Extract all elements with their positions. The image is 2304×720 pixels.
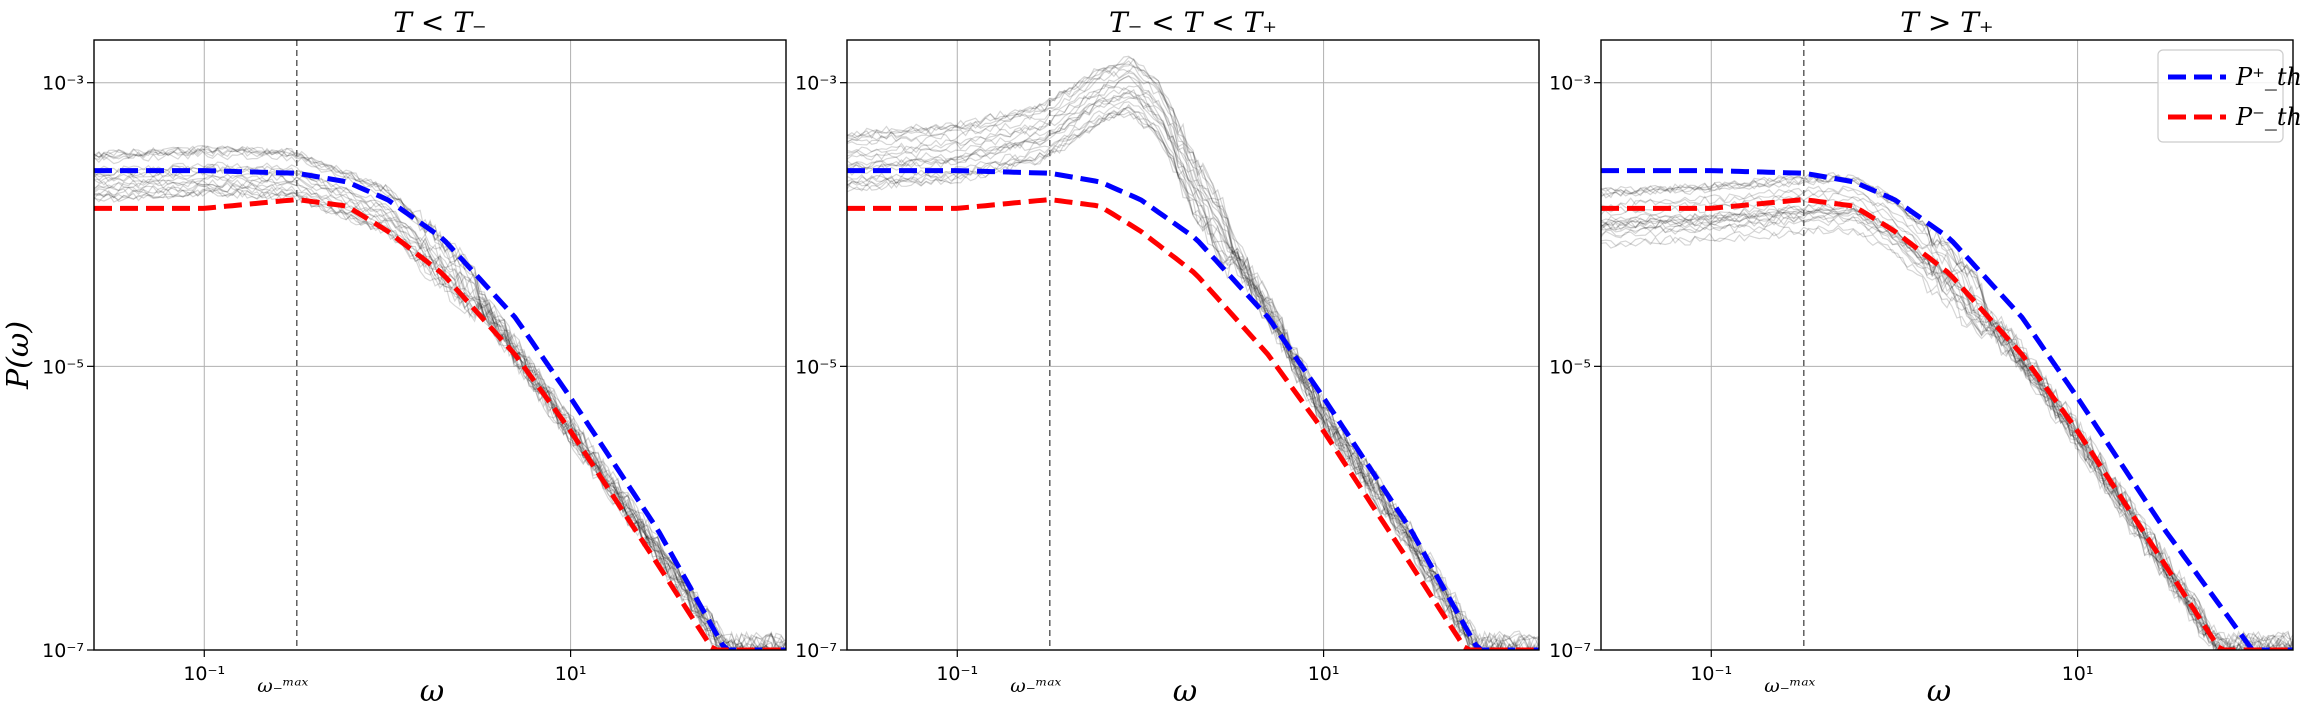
simulation-trace <box>94 147 786 647</box>
simulation-trace <box>847 95 1532 650</box>
simulation-trace <box>94 161 786 650</box>
panel-2: 10⁻¹ 10¹ 10⁻⁷ 10⁻⁵ 10⁻³ ω₋ᵐᵃˣ T₋ < T < T₊ ω <box>795 6 1540 709</box>
simulation-trace <box>94 166 786 650</box>
simulation-trace <box>94 188 773 650</box>
y-tick-label: 10⁻⁵ <box>1549 356 1591 378</box>
simulation-trace <box>1601 187 2293 650</box>
simulation-trace <box>847 112 1470 650</box>
legend-box <box>2157 49 2284 143</box>
x-tick-label: 10⁻¹ <box>936 663 978 685</box>
omega-max-label: ω₋ᵐᵃˣ <box>1764 675 1815 697</box>
simulation-trace <box>847 64 1539 650</box>
x-tick-label: 10⁻¹ <box>183 663 225 685</box>
series-p-th-minus <box>94 197 786 650</box>
simulation-trace <box>847 69 1539 650</box>
simulation-trace <box>94 188 772 650</box>
omega-max-label: ω₋ᵐᵃˣ <box>1010 675 1061 697</box>
simulation-trace <box>1601 227 2283 650</box>
simulation-trace <box>1601 174 2293 650</box>
y-tick-label: 10⁻⁵ <box>795 356 837 378</box>
simulation-trace <box>1601 192 2293 650</box>
y-tick-label: 10⁻⁷ <box>795 640 837 662</box>
simulation-trace <box>847 88 1537 650</box>
simulation-trace <box>1601 174 2293 650</box>
simulation-trace <box>847 111 1471 650</box>
series-p-th-plus <box>847 168 1539 650</box>
omega-max-label: ω₋ᵐᵃˣ <box>257 675 308 697</box>
simulation-trace <box>94 172 784 650</box>
simulation-trace <box>847 75 1539 650</box>
simulation-trace <box>94 144 786 650</box>
simulation-trace <box>94 150 786 650</box>
simulation-trace <box>847 63 1539 650</box>
simulation-trace <box>1601 218 2285 650</box>
x-tick-label: 10¹ <box>555 663 587 685</box>
series-p-th-plus <box>1601 168 2293 650</box>
panel-title: T > T₊ <box>1900 6 1993 39</box>
simulation-trace <box>1601 224 2260 650</box>
simulation-trace <box>847 101 1497 650</box>
legend-label: P⁻_th <box>2235 103 2302 131</box>
simulation-trace <box>847 56 1539 650</box>
y-tick-label: 10⁻⁷ <box>42 640 84 662</box>
y-tick-label: 10⁻³ <box>42 73 84 95</box>
panel-1: 10⁻¹ 10¹ 10⁻⁷ 10⁻⁵ 10⁻³ ω₋ᵐᵃˣ T < T₋ ω <box>42 6 787 709</box>
simulation-trace <box>1601 201 2287 650</box>
simulation-trace <box>1601 208 2290 650</box>
simulation-trace <box>94 145 786 650</box>
simulation-trace <box>94 163 786 650</box>
panel-title: T < T₋ <box>393 6 486 39</box>
x-tick-label: 10¹ <box>1308 663 1340 685</box>
figure-y-axis-label: P(ω) <box>1 321 36 390</box>
x-tick-label: 10⁻¹ <box>1690 663 1732 685</box>
y-tick-label: 10⁻³ <box>1549 73 1591 95</box>
x-axis-label: ω <box>1927 674 1951 709</box>
axes-frame <box>846 39 1540 651</box>
simulation-traces <box>94 144 786 650</box>
simulation-trace <box>1601 209 2293 650</box>
panel-title: T₋ < T < T₊ <box>1109 6 1277 39</box>
simulation-trace <box>1601 196 2293 650</box>
y-tick-label: 10⁻³ <box>795 73 837 95</box>
simulation-trace <box>94 145 786 650</box>
axes-frame <box>1600 39 2294 651</box>
simulation-trace <box>1601 206 2292 650</box>
simulation-trace <box>94 163 784 650</box>
simulation-traces <box>1601 171 2293 650</box>
series-p-th-minus <box>1601 197 2293 650</box>
simulation-trace <box>1601 176 2293 650</box>
y-tick-label: 10⁻⁵ <box>42 356 84 378</box>
simulation-trace <box>94 182 773 650</box>
series-p-th-plus <box>94 168 786 650</box>
simulation-trace <box>847 89 1538 650</box>
simulation-trace <box>847 107 1472 650</box>
simulation-trace <box>847 91 1536 650</box>
simulation-trace <box>1601 209 2293 650</box>
simulation-trace <box>1601 171 2293 648</box>
simulation-trace <box>94 146 786 650</box>
x-axis-label: ω <box>1173 674 1197 709</box>
series-p-th-minus <box>847 197 1539 650</box>
simulation-trace <box>94 179 773 650</box>
simulation-trace <box>1601 214 2293 650</box>
simulation-trace <box>94 184 778 650</box>
legend: P⁺_th P⁻_th <box>2157 49 2302 143</box>
x-tick-label: 10¹ <box>2062 663 2094 685</box>
x-axis-label: ω <box>420 674 444 709</box>
legend-label: P⁺_th <box>2235 63 2302 91</box>
simulation-trace <box>94 182 758 650</box>
axes-frame <box>93 39 787 651</box>
panel-3: 10⁻¹ 10¹ 10⁻⁷ 10⁻⁵ 10⁻³ ω₋ᵐᵃˣ T > T₊ ω P⁺_th P⁻_t… <box>1549 6 2302 709</box>
simulation-trace <box>847 107 1521 650</box>
simulation-trace <box>847 97 1532 650</box>
simulation-trace <box>94 173 779 650</box>
y-tick-label: 10⁻⁷ <box>1549 640 1591 662</box>
simulation-trace <box>847 87 1539 650</box>
